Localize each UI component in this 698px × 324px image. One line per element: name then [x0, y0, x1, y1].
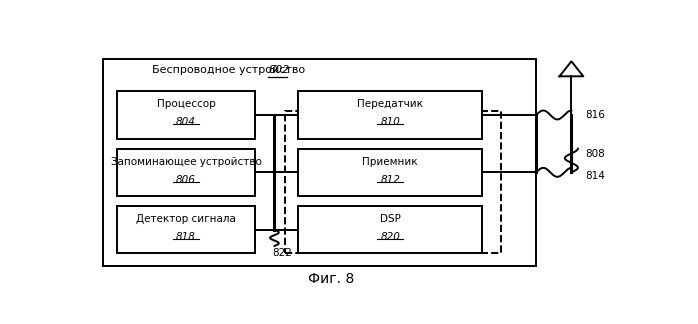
Text: 808: 808	[585, 149, 604, 159]
Bar	[117, 91, 255, 139]
Text: Запоминающее устройство: Запоминающее устройство	[110, 157, 262, 167]
Text: 812: 812	[380, 175, 400, 185]
Bar	[298, 149, 482, 196]
Text: 806: 806	[176, 175, 196, 185]
Bar	[117, 206, 255, 253]
Bar	[103, 59, 536, 266]
Bar	[285, 111, 501, 253]
Text: 804: 804	[176, 118, 196, 127]
Text: Передатчик: Передатчик	[357, 99, 423, 110]
Text: Детектор сигнала: Детектор сигнала	[136, 214, 236, 224]
Text: 814: 814	[585, 171, 604, 181]
Text: 810: 810	[380, 118, 400, 127]
Text: Фиг. 8: Фиг. 8	[308, 272, 354, 286]
Bar	[298, 91, 482, 139]
Text: 822: 822	[273, 249, 292, 259]
Text: Беспроводное устройство: Беспроводное устройство	[152, 65, 305, 75]
Text: 820: 820	[380, 232, 400, 242]
Text: 816: 816	[585, 110, 604, 120]
Text: 802: 802	[269, 65, 290, 75]
Text: Процессор: Процессор	[156, 99, 216, 110]
Text: Приемник: Приемник	[362, 157, 418, 167]
Bar	[298, 206, 482, 253]
Text: DSP: DSP	[380, 214, 401, 224]
Bar	[117, 149, 255, 196]
Text: 818: 818	[176, 232, 196, 242]
